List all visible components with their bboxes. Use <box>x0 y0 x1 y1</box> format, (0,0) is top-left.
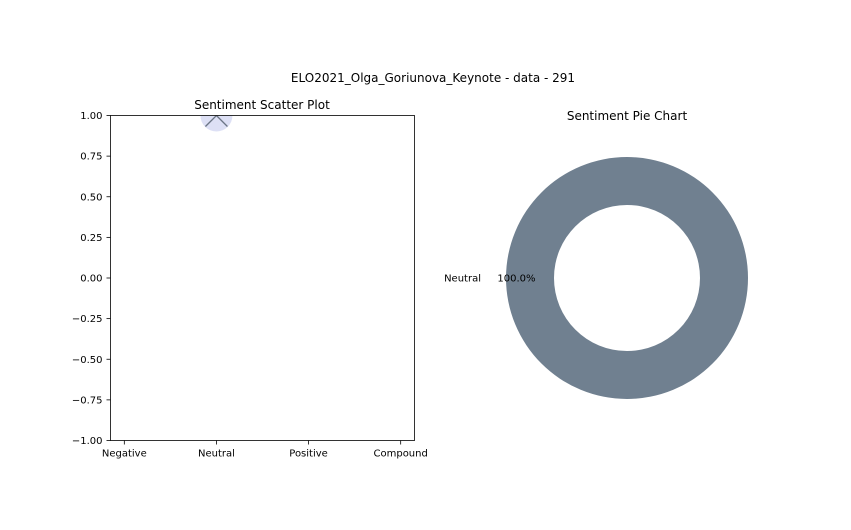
scatter-chart: Sentiment Scatter Plot 1.00 0.75 0.50 0.25 0… <box>72 98 428 460</box>
scatter-title: Sentiment Scatter Plot <box>194 98 330 112</box>
y-tick-label: −0.25 <box>72 314 103 325</box>
pie-chart: Sentiment Pie Chart Neutral 100.0% <box>444 109 748 399</box>
x-tick-label: Compound <box>374 449 428 460</box>
x-tick-label: Positive <box>289 449 328 460</box>
figure-suptitle: ELO2021_Olga_Goriunova_Keynote - data - … <box>291 71 575 85</box>
scatter-points <box>200 115 233 132</box>
y-tick-label: 1.00 <box>80 111 102 122</box>
pie-labels: Neutral 100.0% <box>444 274 535 285</box>
y-tick-label: −1.00 <box>72 436 103 447</box>
x-tick-label: Negative <box>102 449 147 460</box>
pie-slice <box>506 157 748 399</box>
scatter-point <box>200 115 233 132</box>
scatter-x-axis: Negative Neutral Positive Compound <box>102 440 428 460</box>
y-tick-label: 0.75 <box>80 152 102 163</box>
y-tick-label: 0.25 <box>80 233 102 244</box>
pie-slices <box>506 157 748 399</box>
y-tick-label: −0.50 <box>72 355 103 366</box>
pie-title: Sentiment Pie Chart <box>567 109 688 123</box>
y-tick-label: −0.75 <box>72 395 103 406</box>
pie-slice-pct: 100.0% <box>497 274 535 285</box>
x-tick-label: Neutral <box>198 449 235 460</box>
y-tick-label: 0.00 <box>80 274 102 285</box>
scatter-y-axis: 1.00 0.75 0.50 0.25 0.00 −0.25 −0.50 −0.75 −1.00 <box>72 111 111 447</box>
scatter-plot-area <box>110 115 415 441</box>
pie-slice-label: Neutral <box>444 274 481 285</box>
y-tick-label: 0.50 <box>80 192 102 203</box>
